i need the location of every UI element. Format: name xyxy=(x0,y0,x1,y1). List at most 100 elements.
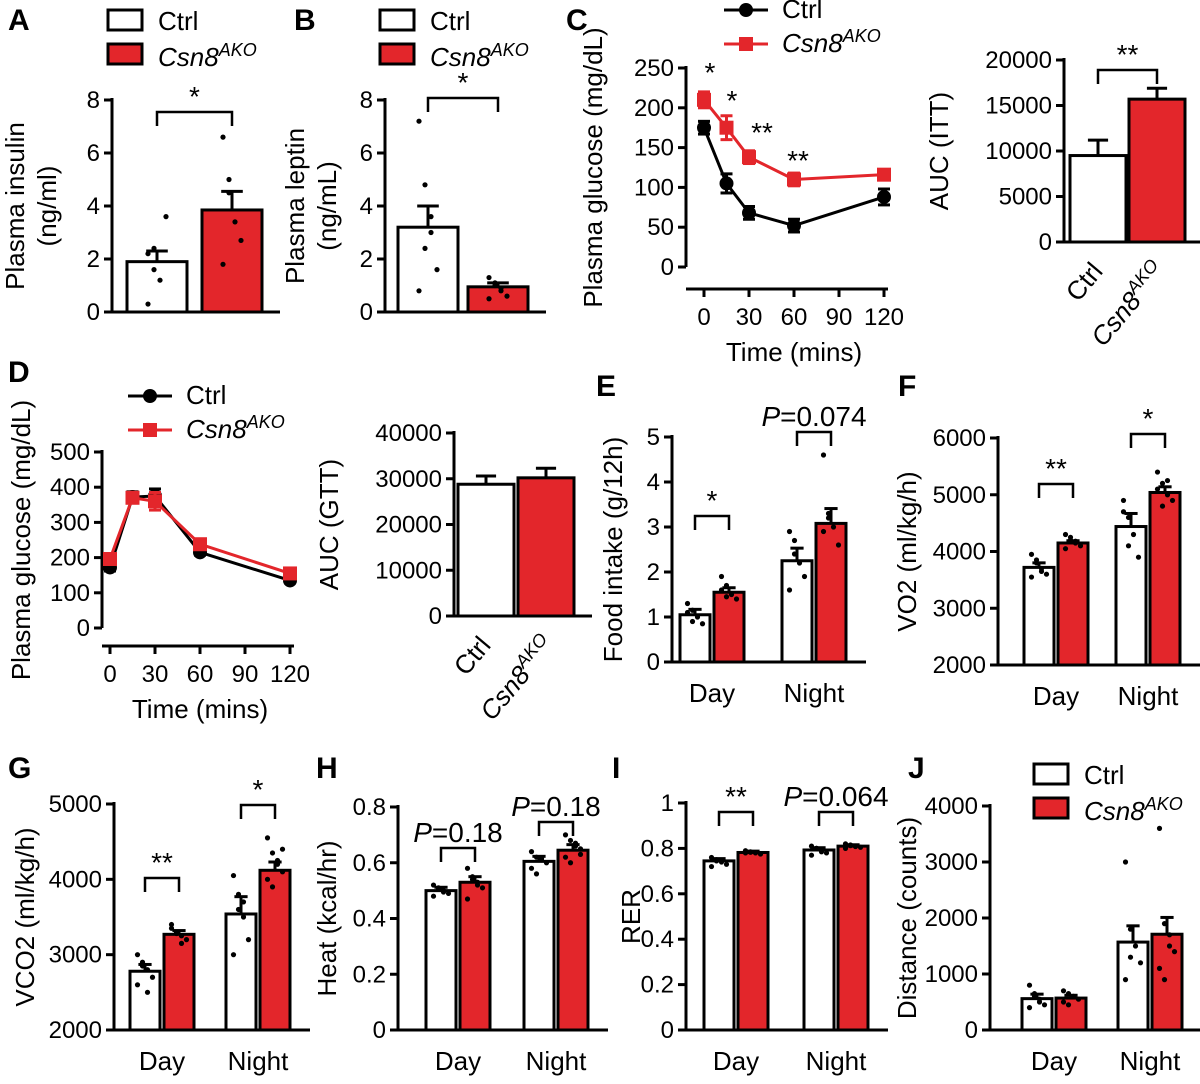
panel-label-G: G xyxy=(8,752,31,785)
bar-night-ctrl xyxy=(1114,525,1148,667)
data-point xyxy=(422,245,428,251)
y-tick-label: 1 xyxy=(647,604,660,631)
significance-bracket xyxy=(1037,482,1075,498)
data-point xyxy=(220,261,226,267)
legend-label-ako: Csn8AKO xyxy=(782,26,881,58)
significance-bracket xyxy=(155,110,234,126)
legend-label-ctrl: Ctrl xyxy=(186,380,226,410)
panel-label-J: J xyxy=(908,752,925,785)
y-tick-label: 1 xyxy=(661,790,674,817)
y-tick-label: 0 xyxy=(373,1017,386,1044)
legend-label-ako: Csn8AKO xyxy=(158,40,257,72)
data-point xyxy=(808,843,815,849)
significance-label: * xyxy=(253,774,264,805)
data-point xyxy=(235,906,242,913)
data-point xyxy=(139,963,146,969)
x-tick-label: 30 xyxy=(736,304,763,331)
panel-label-E: E xyxy=(596,370,616,403)
data-point xyxy=(1062,546,1069,552)
data-point xyxy=(422,182,428,188)
x-tick-label-night: Night xyxy=(806,1046,867,1076)
bar-csn8ako xyxy=(466,285,530,314)
data-point xyxy=(718,587,725,593)
y-tick-label: 200 xyxy=(50,545,90,572)
data-point xyxy=(543,860,550,866)
data-point xyxy=(528,865,535,871)
y-tick-label: 0.4 xyxy=(353,906,386,933)
significance-bracket xyxy=(817,810,855,826)
significance-bracket xyxy=(426,96,500,112)
data-point xyxy=(144,967,151,973)
data-point xyxy=(820,528,827,535)
data-point xyxy=(791,551,798,557)
data-point xyxy=(533,871,540,877)
data-point xyxy=(235,891,242,898)
y-tick-label: 0 xyxy=(429,603,442,630)
data-point xyxy=(240,899,247,905)
significance-label: * xyxy=(1143,403,1154,434)
significance-label: P=0.18 xyxy=(413,817,503,848)
significance-bracket xyxy=(693,514,731,530)
data-point xyxy=(1137,960,1144,966)
data-point xyxy=(1036,999,1043,1005)
data-point xyxy=(689,607,696,613)
y-tick-label: 500 xyxy=(50,439,90,466)
data-point xyxy=(830,524,837,530)
data-point xyxy=(733,596,740,602)
bar-night-ctrl xyxy=(522,859,556,1032)
bar-day-ctrl xyxy=(424,889,458,1032)
data-point xyxy=(1161,921,1168,927)
data-point xyxy=(445,890,452,897)
legend-swatch-ako xyxy=(106,42,144,66)
data-point xyxy=(168,925,175,931)
panel-label-H: H xyxy=(316,752,338,785)
data-point xyxy=(1070,993,1077,1000)
y-tick-label: 200 xyxy=(634,95,674,122)
data-point xyxy=(1127,926,1134,932)
data-point xyxy=(1166,932,1173,938)
data-point xyxy=(718,573,725,580)
y-tick-label: 300 xyxy=(50,509,90,536)
series-line-ako xyxy=(108,496,291,575)
y-axis-title: Plasma insulin xyxy=(0,122,30,290)
data-point xyxy=(1060,988,1067,994)
significance-bracket xyxy=(143,876,181,892)
x-tick-label: 90 xyxy=(232,661,259,688)
data-point xyxy=(723,594,730,600)
data-point xyxy=(238,237,244,244)
y-axis-title: AUC (ITT) xyxy=(924,92,954,210)
data-point xyxy=(577,846,584,852)
legend-label-ctrl: Ctrl xyxy=(430,6,470,36)
y-tick-label: 0 xyxy=(661,1017,674,1044)
y-tick-label: 4 xyxy=(87,193,100,220)
legend-swatch-ctrl xyxy=(106,8,144,32)
data-point xyxy=(1031,993,1038,1000)
data-point xyxy=(1077,543,1084,549)
bar-day-ctrl xyxy=(128,969,162,1032)
data-point xyxy=(567,837,574,844)
bar-night-ctrl xyxy=(802,848,836,1032)
y-tick-label: 5 xyxy=(647,424,660,451)
x-tick-label-day: Day xyxy=(1033,681,1079,711)
bar-night-ctrl xyxy=(780,559,814,664)
x-tick-label-day: Day xyxy=(713,1046,759,1076)
legend-label-ako: Csn8AKO xyxy=(186,412,285,444)
data-point xyxy=(416,118,422,124)
data-point xyxy=(1120,509,1127,515)
data-point xyxy=(1154,486,1161,492)
legend-swatch-ctrl xyxy=(378,8,416,32)
bar-day-ako xyxy=(712,590,746,664)
data-point xyxy=(1026,1005,1033,1011)
significance-label: ** xyxy=(1045,453,1067,484)
data-point xyxy=(796,560,803,566)
significance-label: P=0.18 xyxy=(511,791,601,822)
x-tick-label: 60 xyxy=(781,304,808,331)
data-point xyxy=(847,843,854,849)
data-point xyxy=(240,914,247,920)
data-point xyxy=(183,937,190,943)
data-point xyxy=(1125,514,1132,521)
data-point xyxy=(498,285,504,291)
bar-ctrl xyxy=(396,225,460,314)
bar-day-ako xyxy=(1054,996,1088,1032)
data-point xyxy=(232,219,238,225)
